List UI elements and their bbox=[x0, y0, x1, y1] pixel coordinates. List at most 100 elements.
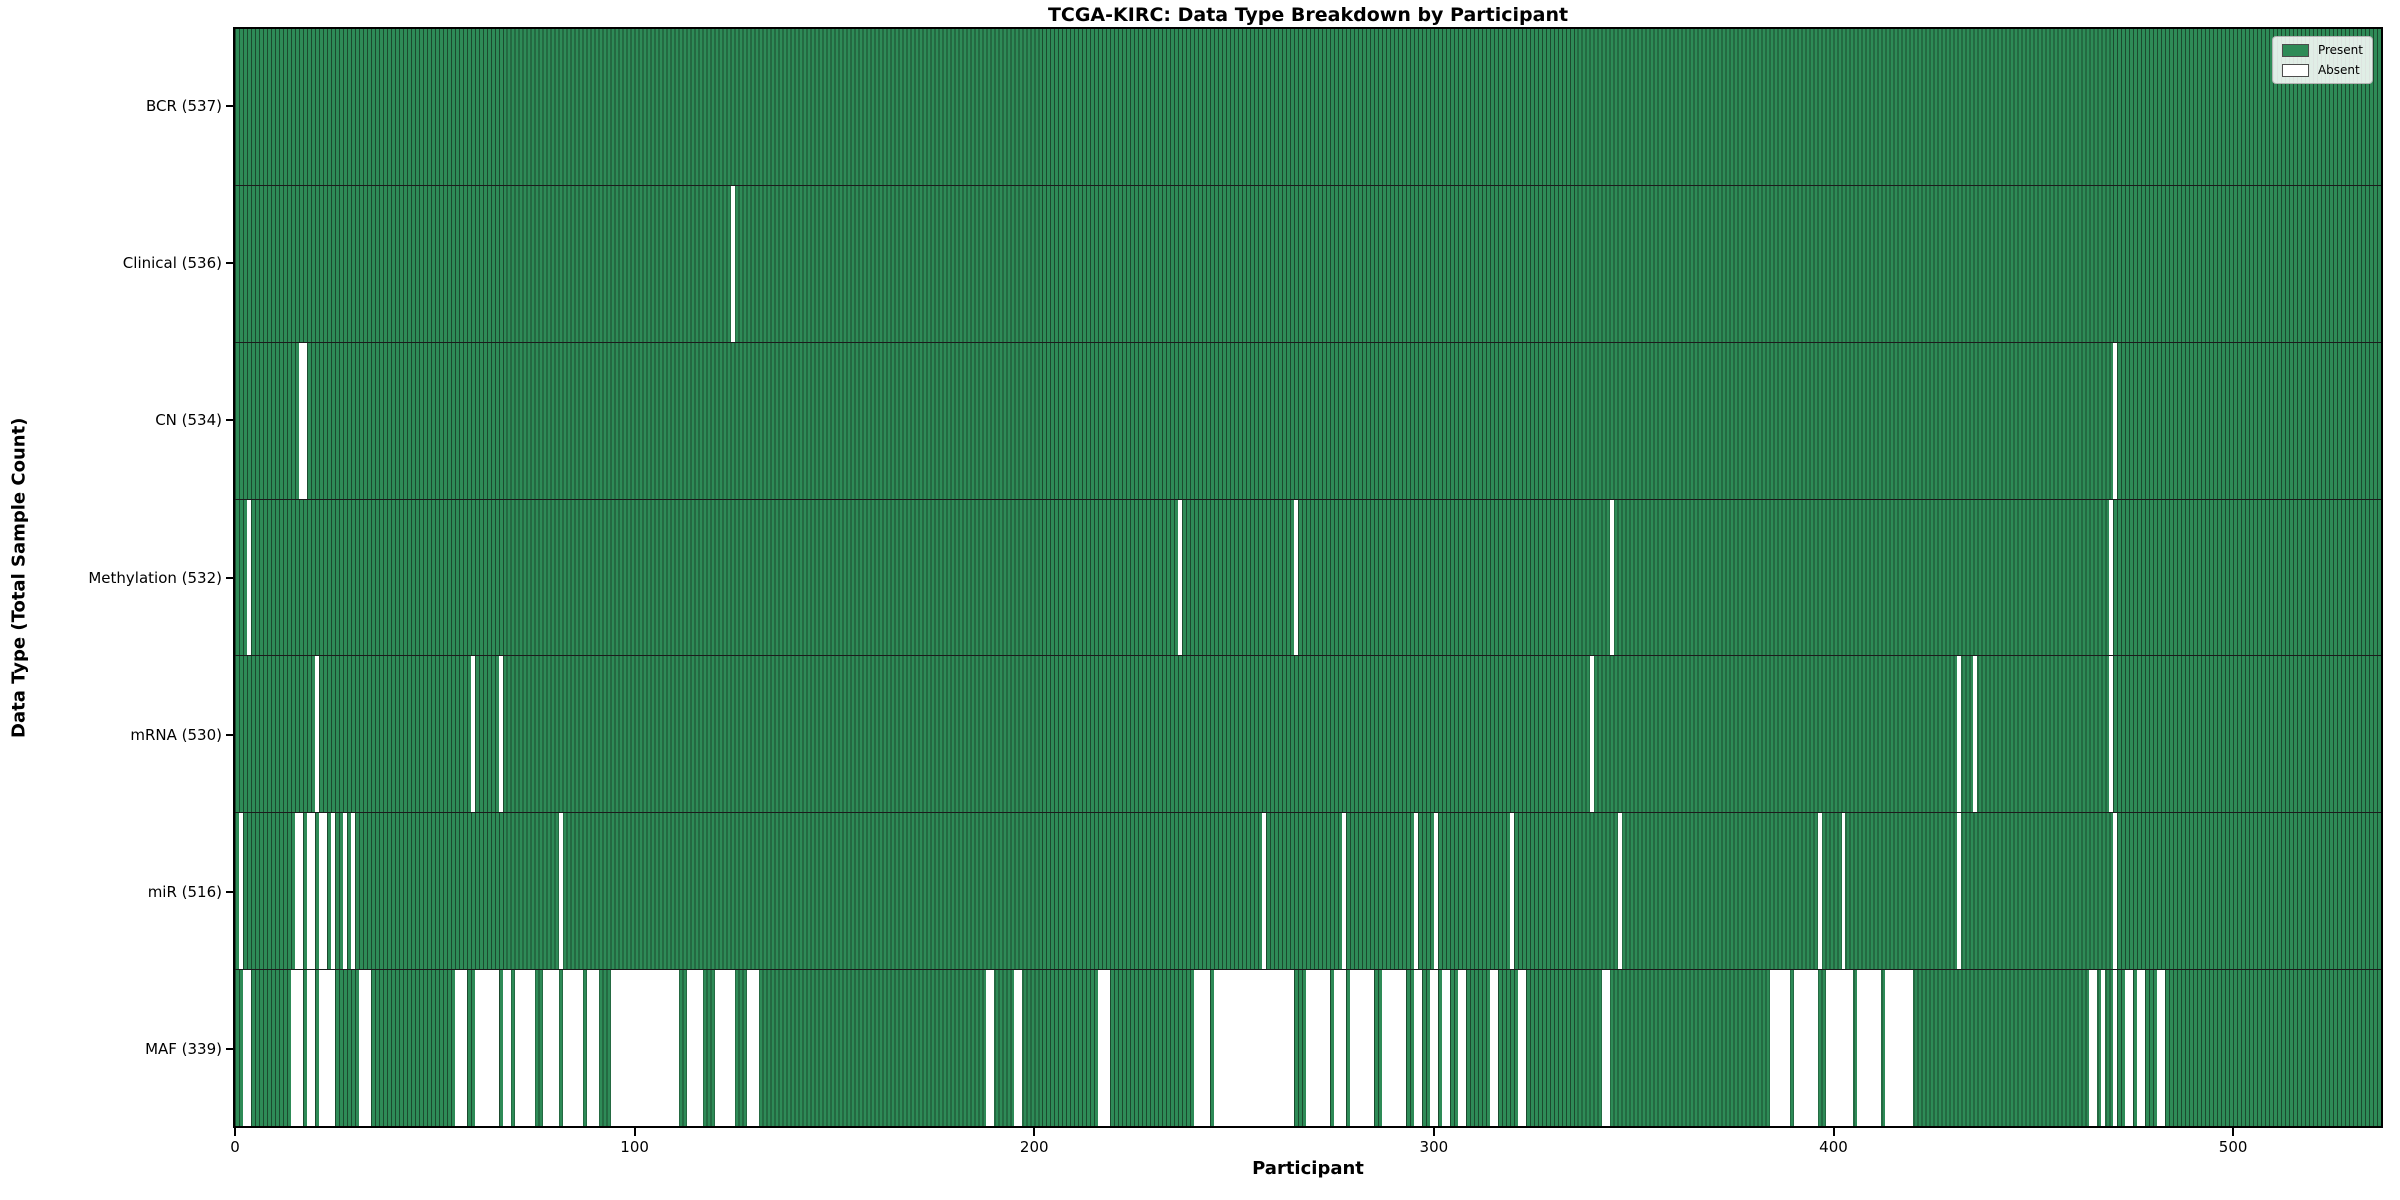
y-tick-label: mRNA (530) bbox=[130, 725, 222, 744]
absent-stripe bbox=[1793, 970, 1818, 1127]
absent-stripe bbox=[350, 813, 355, 970]
x-tick-mark bbox=[1033, 1128, 1036, 1136]
chart-title: TCGA-KIRC: Data Type Breakdown by Partic… bbox=[1047, 4, 1569, 26]
row-bcr bbox=[235, 29, 2381, 185]
absent-stripe bbox=[246, 499, 251, 656]
absent-stripe bbox=[1617, 813, 1622, 970]
row-mir bbox=[235, 812, 2381, 970]
absent-stripe bbox=[2137, 970, 2146, 1127]
absent-stripe bbox=[1429, 970, 1438, 1127]
absent-stripe bbox=[318, 813, 327, 970]
absent-stripe bbox=[1098, 970, 1111, 1127]
absent-stripe bbox=[1885, 970, 1914, 1127]
absent-stripe bbox=[470, 656, 475, 813]
absent-stripe bbox=[1589, 656, 1594, 813]
absent-stripe bbox=[1841, 813, 1846, 970]
y-tick-mark bbox=[226, 104, 233, 107]
y-tick-label: miR (516) bbox=[147, 883, 222, 902]
absent-stripe bbox=[2089, 970, 2098, 1127]
row-methylation bbox=[235, 498, 2381, 656]
x-tick-label: 300 bbox=[1419, 1138, 1449, 1156]
absent-stripe bbox=[1413, 813, 1418, 970]
absent-stripe bbox=[318, 970, 335, 1127]
absent-stripe bbox=[238, 813, 243, 970]
x-tick-mark bbox=[633, 1128, 636, 1136]
absent-stripe bbox=[2113, 342, 2118, 499]
y-tick-mark bbox=[226, 1048, 233, 1051]
absent-stripe bbox=[502, 970, 511, 1127]
y-tick-label: Clinical (536) bbox=[122, 253, 222, 272]
absent-stripe bbox=[306, 970, 315, 1127]
absent-stripe bbox=[1306, 970, 1330, 1127]
absent-stripe bbox=[514, 970, 535, 1127]
absent-stripe bbox=[1433, 813, 1438, 970]
y-tick-label: Methylation (532) bbox=[88, 568, 222, 587]
x-tick-mark bbox=[2232, 1128, 2235, 1136]
absent-stripe bbox=[330, 813, 335, 970]
absent-stripe bbox=[314, 656, 319, 813]
y-tick-mark bbox=[226, 733, 233, 736]
rows-container bbox=[235, 29, 2381, 1127]
absent-stripe bbox=[558, 813, 563, 970]
absent-stripe bbox=[1825, 970, 1854, 1127]
absent-swatch bbox=[2281, 63, 2309, 77]
row-clinical bbox=[235, 184, 2381, 342]
absent-stripe bbox=[1214, 970, 1294, 1127]
x-tick-label: 100 bbox=[620, 1138, 649, 1156]
x-tick-mark bbox=[1432, 1128, 1435, 1136]
row-maf bbox=[235, 969, 2381, 1127]
absent-stripe bbox=[242, 970, 251, 1127]
absent-stripe bbox=[294, 813, 303, 970]
absent-stripe bbox=[1769, 970, 1790, 1127]
y-tick-label: BCR (537) bbox=[145, 96, 222, 115]
absent-stripe bbox=[1333, 970, 1346, 1127]
absent-stripe bbox=[730, 185, 735, 342]
absent-stripe bbox=[298, 342, 307, 499]
absent-stripe bbox=[1413, 970, 1422, 1127]
absent-stripe bbox=[342, 813, 347, 970]
x-tick-label: 500 bbox=[2218, 1138, 2248, 1156]
absent-stripe bbox=[1857, 970, 1882, 1127]
absent-stripe bbox=[1609, 499, 1614, 656]
legend-entry-absent: Absent bbox=[2281, 63, 2363, 77]
absent-stripe bbox=[290, 970, 303, 1127]
absent-stripe bbox=[2101, 970, 2106, 1127]
absent-stripe bbox=[562, 970, 583, 1127]
legend-entry-present: Present bbox=[2281, 43, 2363, 57]
absent-stripe bbox=[1178, 499, 1183, 656]
absent-stripe bbox=[1441, 970, 1450, 1127]
y-tick-mark bbox=[226, 576, 233, 579]
absent-stripe bbox=[1509, 813, 1514, 970]
absent-stripe bbox=[1381, 970, 1406, 1127]
absent-stripe bbox=[610, 970, 619, 1127]
x-tick-label: 400 bbox=[1819, 1138, 1848, 1156]
absent-stripe bbox=[306, 813, 315, 970]
y-tick-label: CN (534) bbox=[155, 411, 222, 430]
absent-stripe bbox=[1194, 970, 1211, 1127]
absent-stripe bbox=[1349, 970, 1374, 1127]
absent-stripe bbox=[618, 970, 679, 1127]
absent-stripe bbox=[686, 970, 703, 1127]
absent-stripe bbox=[542, 970, 559, 1127]
absent-stripe bbox=[714, 970, 735, 1127]
row-mrna bbox=[235, 655, 2381, 813]
absent-stripe bbox=[986, 970, 995, 1127]
absent-stripe bbox=[498, 656, 503, 813]
y-tick-mark bbox=[226, 419, 233, 422]
absent-stripe bbox=[1014, 970, 1023, 1127]
x-tick-label: 0 bbox=[230, 1138, 240, 1156]
absent-stripe bbox=[1817, 813, 1822, 970]
y-tick-mark bbox=[226, 891, 233, 894]
y-tick-mark bbox=[226, 261, 233, 264]
absent-stripe bbox=[2125, 970, 2134, 1127]
absent-stripe bbox=[1262, 813, 1267, 970]
absent-stripe bbox=[2113, 813, 2118, 970]
absent-stripe bbox=[1341, 813, 1346, 970]
legend: Present Absent bbox=[2271, 36, 2373, 84]
absent-stripe bbox=[1517, 970, 1526, 1127]
legend-label-absent: Absent bbox=[2317, 63, 2360, 77]
absent-stripe bbox=[454, 970, 467, 1127]
absent-stripe bbox=[1973, 656, 1978, 813]
absent-stripe bbox=[2109, 499, 2114, 656]
